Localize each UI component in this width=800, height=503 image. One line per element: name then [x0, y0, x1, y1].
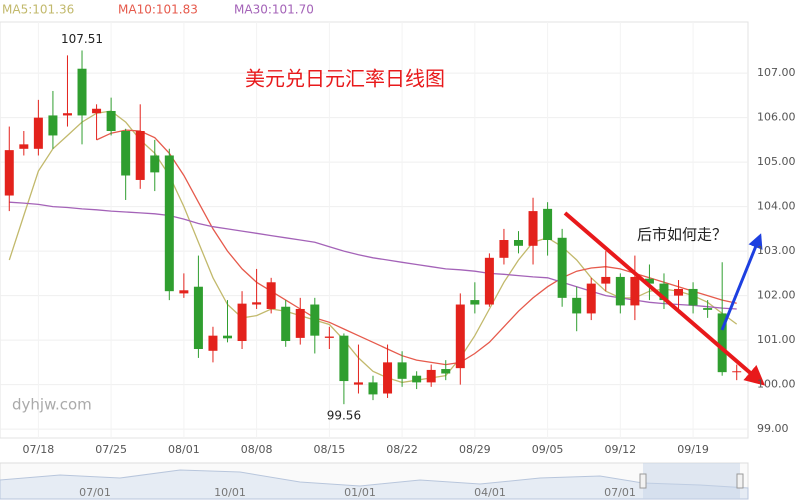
ma-line [8, 110, 738, 384]
candle-body [557, 237, 567, 298]
navigator-handle[interactable] [736, 473, 744, 489]
navigator-area [0, 469, 749, 500]
candle-body [164, 155, 174, 292]
candle-body [223, 335, 233, 339]
candle-body [470, 300, 480, 305]
y-tick-label: 101.00 [757, 333, 796, 346]
candle-body [295, 308, 305, 338]
x-tick-label: 08/01 [168, 443, 200, 456]
candle-body [19, 144, 29, 149]
candle-body [179, 290, 189, 294]
candle-body [688, 288, 698, 306]
candle-body [281, 306, 291, 342]
candle-body [703, 308, 713, 310]
candle-body [572, 297, 582, 314]
candle-body [674, 288, 684, 296]
navigator-label: 07/01 [604, 486, 636, 499]
x-tick-label: 08/15 [314, 443, 346, 456]
y-tick-label: 104.00 [757, 200, 796, 213]
y-tick-label: 99.00 [757, 422, 789, 435]
y-tick-label: 107.00 [757, 66, 796, 79]
ma-line [96, 129, 737, 366]
navigator-label: 04/01 [474, 486, 506, 499]
candle-body [717, 313, 727, 373]
x-tick-label: 07/18 [23, 443, 55, 456]
x-tick-label: 08/29 [459, 443, 491, 456]
candle-body [732, 371, 742, 373]
y-tick-label: 100.00 [757, 378, 796, 391]
candle-body [150, 155, 160, 173]
down-arrow [563, 211, 766, 386]
candle-body [397, 362, 407, 379]
candle-body [630, 276, 640, 306]
x-tick-label: 08/08 [241, 443, 273, 456]
candle-body [412, 375, 422, 383]
candle-body [193, 286, 203, 350]
low-label: 99.56 [327, 409, 361, 423]
candle-body [92, 108, 102, 114]
legend-entry: MA5:101.36 [2, 3, 74, 17]
legend-entry: MA30:101.70 [234, 3, 314, 17]
candle-body [441, 369, 451, 374]
up-arrow [720, 233, 763, 331]
candle-body [426, 369, 436, 383]
navigator [0, 462, 749, 500]
watermark: dyhjw.com [12, 396, 92, 414]
annotation: 后市如何走？ [637, 226, 727, 244]
candle-body [484, 257, 494, 305]
candle-body [455, 304, 465, 369]
x-tick-label: 09/12 [604, 443, 636, 456]
x-tick-label: 07/25 [95, 443, 127, 456]
navigator-handle[interactable] [639, 473, 647, 489]
candle-body [615, 276, 625, 306]
candle-body [644, 278, 654, 284]
navigator-selection[interactable] [643, 463, 740, 499]
candle-body [208, 335, 218, 351]
plot-frame [0, 21, 749, 439]
x-tick-label: 08/22 [386, 443, 418, 456]
candle-body [513, 240, 523, 246]
candle-body [266, 282, 276, 309]
candle-body [48, 115, 58, 136]
candle-body [310, 304, 320, 336]
candle-body [33, 117, 43, 149]
candle-body [601, 276, 611, 284]
candle-body [499, 240, 509, 258]
navigator-label: 10/01 [214, 486, 246, 499]
candle-body [586, 283, 596, 314]
candle-body [121, 131, 131, 176]
candle-body [252, 302, 262, 305]
candle-body [368, 382, 378, 395]
candle-body [528, 211, 538, 246]
y-tick-label: 106.00 [757, 111, 796, 124]
navigator-label: 07/01 [79, 486, 111, 499]
candle-body [324, 336, 334, 338]
ma-line [9, 201, 737, 310]
candle-body [353, 382, 363, 385]
candle-body [543, 208, 553, 241]
y-tick-label: 102.00 [757, 289, 796, 302]
candle-body [659, 283, 669, 301]
y-tick-label: 103.00 [757, 244, 796, 257]
chart-title: 美元兑日元汇率日线图 [245, 67, 445, 91]
candle-body [237, 303, 247, 342]
high-label: 107.51 [61, 32, 103, 46]
candle-body [106, 110, 116, 132]
legend-entry: MA10:101.83 [118, 3, 198, 17]
candle-body [77, 68, 87, 116]
candle-body [135, 131, 145, 180]
candle-body [62, 113, 72, 116]
candle-body [339, 335, 349, 382]
y-tick-label: 105.00 [757, 155, 796, 168]
candle-body [4, 150, 14, 196]
x-tick-label: 09/19 [677, 443, 709, 456]
candle-body [383, 362, 393, 394]
navigator-label: 01/01 [344, 486, 376, 499]
x-tick-label: 09/05 [532, 443, 564, 456]
